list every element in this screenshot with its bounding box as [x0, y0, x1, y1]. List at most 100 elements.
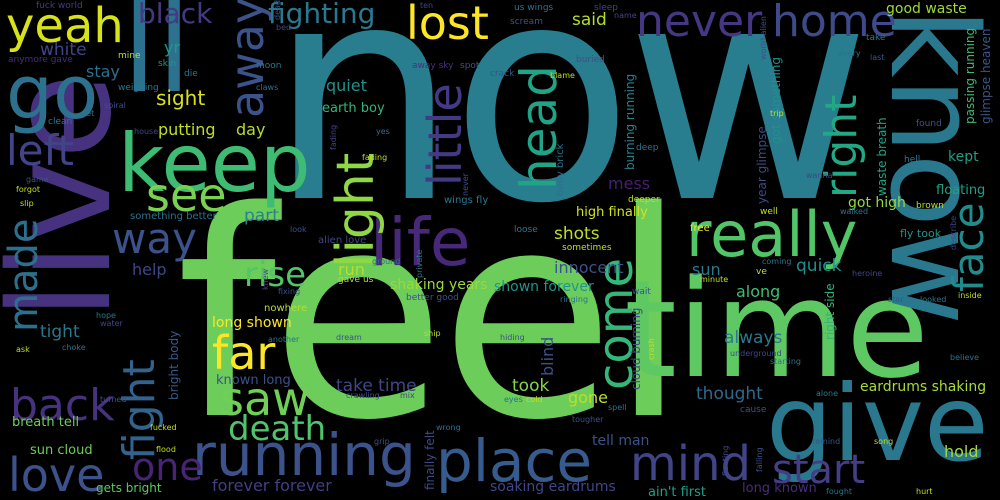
word-fuck-world: fuck world: [36, 1, 83, 11]
word-part: part: [244, 206, 279, 226]
word-bright-body: bright body: [167, 330, 181, 400]
word-light: light: [326, 152, 386, 268]
word-known-long: known long: [216, 373, 291, 388]
word-house: house: [134, 127, 159, 136]
word-grip: grip: [374, 437, 390, 446]
word-bed: bed: [276, 23, 292, 32]
word-dream: dream: [336, 333, 362, 342]
word-black: black: [138, 0, 213, 30]
word-waste-breath: waste breath: [875, 117, 889, 196]
word-sun-cloud: sun cloud: [30, 443, 93, 458]
word-rise: rise: [244, 255, 307, 295]
word-gets-bright: gets bright: [96, 481, 162, 495]
word-wait: wait: [632, 287, 651, 297]
word-kept: kept: [948, 149, 979, 165]
word-dead: dead: [273, 0, 282, 20]
word-run: run: [338, 260, 365, 279]
word-hold: hold: [944, 442, 979, 461]
word-gave-us: gave us: [338, 275, 374, 285]
word-one: one: [132, 445, 203, 489]
word-hope: hope: [96, 311, 116, 320]
word-slip: slip: [20, 199, 34, 208]
word-blame: never: [461, 173, 470, 196]
word-flood: flood: [156, 445, 176, 454]
word-saw: saw: [220, 372, 310, 426]
word-home: home: [772, 0, 897, 47]
word-coming: coming: [762, 257, 792, 266]
word-sleep: sleep: [594, 3, 618, 13]
word-moon: moon: [256, 61, 282, 71]
word-ten: yes: [376, 127, 390, 136]
word-time: time: [624, 251, 930, 408]
word-claws: claws: [256, 83, 279, 92]
word-ve: ve: [756, 267, 767, 277]
word-cloud-burning: cloud burning: [629, 307, 643, 390]
word-glimpse-heaven: glimpse heaven: [979, 28, 993, 124]
word-yr: yr: [164, 38, 181, 57]
word-brown: brown: [916, 201, 944, 211]
word-forever-forever: forever forever: [212, 476, 332, 495]
word-star: star: [888, 295, 904, 304]
word-blind: blind: [538, 336, 557, 376]
word-fixing: fixing: [278, 287, 301, 296]
word-forgot: forgot: [16, 185, 40, 194]
word-now: now: [268, 0, 871, 269]
word-took: took: [512, 376, 550, 396]
word-keep: keep: [118, 117, 311, 210]
word-every: every: [838, 49, 861, 58]
word-running: running: [192, 421, 416, 489]
word-always: always: [724, 328, 783, 348]
word-die: die: [184, 69, 198, 79]
word-white: white: [40, 40, 87, 60]
word-wanna: wanna: [806, 171, 833, 180]
word-good-waste: good waste: [886, 1, 967, 17]
word-fucked: fucked: [150, 423, 177, 432]
word-place: place: [436, 427, 593, 495]
word-skin: skin: [158, 59, 177, 69]
word-love: love: [8, 448, 105, 500]
word-underground: underground: [730, 349, 782, 358]
word-shaking-years: shaking years: [390, 277, 488, 293]
word-earth-boy: earth boy: [322, 101, 385, 116]
word-minute: minute: [700, 275, 729, 284]
word-crack: crack: [490, 69, 515, 79]
word-putting: putting: [158, 120, 216, 139]
word-trip: trip: [770, 109, 784, 118]
word-world-alien: world alien: [759, 16, 768, 60]
word-mix: mix: [400, 391, 415, 400]
word-look: look: [290, 225, 307, 234]
word-sight: sight: [156, 86, 206, 110]
word-little: little: [418, 83, 472, 186]
word-take: take: [866, 33, 886, 43]
word-eyes: eyes: [504, 395, 523, 404]
word-buried: buried: [576, 55, 605, 65]
word-breath-tell: breath tell: [12, 415, 80, 430]
word-cold: cold: [526, 395, 543, 404]
word-better-good: better good: [406, 293, 459, 303]
word-alone: alone: [816, 389, 839, 398]
word-ground: ground: [372, 257, 401, 266]
word-private: private: [415, 249, 424, 278]
word-start: start: [772, 447, 866, 493]
word-left: left: [6, 126, 75, 175]
word-away: away: [220, 0, 274, 118]
word-nowhere: nowhere: [264, 303, 308, 314]
word-choke: choke: [62, 343, 86, 352]
word-hurt: hurt: [916, 487, 933, 496]
word-wrong: wrong: [436, 423, 461, 432]
word-free: free: [690, 223, 710, 234]
word-hiding: hiding: [500, 333, 525, 342]
word-stay: stay: [86, 62, 120, 81]
word-water: water: [100, 319, 123, 328]
word-scream: scream: [510, 17, 543, 27]
word-tougher: tougher: [572, 415, 604, 424]
word-long-known: long known: [742, 481, 817, 496]
word-year-glimpse: year glimpse: [755, 126, 769, 204]
word-found: found: [916, 119, 942, 129]
word-take-time: take time: [336, 376, 417, 396]
word-sometimes: sometimes: [562, 243, 612, 253]
word-feel: feel: [176, 151, 688, 483]
word-shots: shots: [554, 224, 600, 244]
word-right: right: [816, 94, 867, 198]
